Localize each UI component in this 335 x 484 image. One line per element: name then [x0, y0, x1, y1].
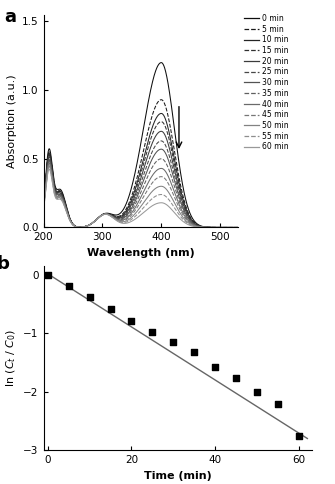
- Point: [233, 375, 239, 382]
- Point: [255, 389, 260, 396]
- Point: [213, 363, 218, 370]
- X-axis label: Time (min): Time (min): [144, 470, 211, 481]
- Point: [129, 317, 134, 325]
- Point: [45, 271, 51, 279]
- Point: [108, 305, 113, 313]
- Point: [150, 328, 155, 335]
- Legend: 0 min, 5 min, 10 min, 15 min, 20 min, 25 min, 30 min, 35 min, 40 min, 45 min, 50: 0 min, 5 min, 10 min, 15 min, 20 min, 25…: [244, 14, 288, 151]
- Point: [171, 338, 176, 346]
- Point: [66, 282, 71, 290]
- X-axis label: Wavelength (nm): Wavelength (nm): [87, 248, 195, 258]
- Point: [87, 293, 92, 301]
- Y-axis label: ln ($C_t$ / $C_0$): ln ($C_t$ / $C_0$): [4, 329, 18, 387]
- Point: [275, 400, 281, 408]
- Point: [192, 348, 197, 356]
- Text: a: a: [5, 8, 17, 26]
- Point: [296, 432, 302, 439]
- Y-axis label: Absorption (a.u.): Absorption (a.u.): [6, 74, 16, 168]
- Text: b: b: [0, 255, 9, 273]
